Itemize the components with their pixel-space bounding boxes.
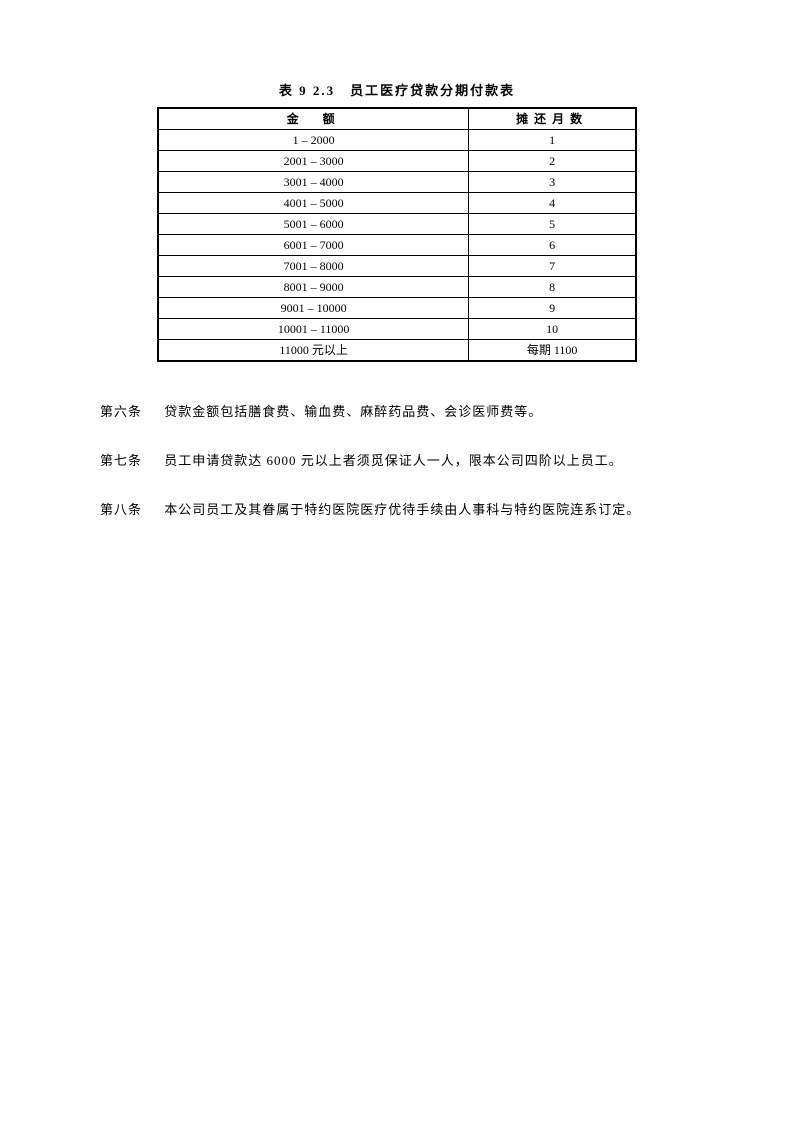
cell-amount: 7001 – 8000 bbox=[158, 256, 469, 277]
table-row: 2001 – 3000 2 bbox=[158, 151, 636, 172]
article-8: 第八条 本公司员工及其眷属于特约医院医疗优待手续由人事科与特约医院连系订定。 bbox=[100, 500, 694, 521]
table-row: 10001 – 11000 10 bbox=[158, 319, 636, 340]
article-text: 本公司员工及其眷属于特约医院医疗优待手续由人事科与特约医院连系订定。 bbox=[164, 502, 640, 517]
cell-months: 7 bbox=[469, 256, 636, 277]
article-label: 第七条 bbox=[100, 451, 142, 472]
table-row: 9001 – 10000 9 bbox=[158, 298, 636, 319]
table-caption: 表 9 2.3 员工医疗贷款分期付款表 bbox=[100, 80, 694, 99]
cell-amount: 6001 – 7000 bbox=[158, 235, 469, 256]
table-row: 5001 – 6000 5 bbox=[158, 214, 636, 235]
cell-amount: 4001 – 5000 bbox=[158, 193, 469, 214]
table-header-row: 金 额 摊还月数 bbox=[158, 108, 636, 130]
cell-amount: 1 – 2000 bbox=[158, 130, 469, 151]
cell-months: 9 bbox=[469, 298, 636, 319]
cell-months: 3 bbox=[469, 172, 636, 193]
cell-amount: 9001 – 10000 bbox=[158, 298, 469, 319]
table-header-months: 摊还月数 bbox=[469, 108, 636, 130]
table-row: 8001 – 9000 8 bbox=[158, 277, 636, 298]
table-row: 7001 – 8000 7 bbox=[158, 256, 636, 277]
cell-amount: 10001 – 11000 bbox=[158, 319, 469, 340]
article-7: 第七条 员工申请贷款达 6000 元以上者须觅保证人一人，限本公司四阶以上员工。 bbox=[100, 451, 694, 472]
cell-months: 10 bbox=[469, 319, 636, 340]
article-label: 第八条 bbox=[100, 500, 142, 521]
table-row: 1 – 2000 1 bbox=[158, 130, 636, 151]
table-row: 6001 – 7000 6 bbox=[158, 235, 636, 256]
article-text: 员工申请贷款达 6000 元以上者须觅保证人一人，限本公司四阶以上员工。 bbox=[164, 453, 623, 468]
cell-amount: 5001 – 6000 bbox=[158, 214, 469, 235]
cell-amount: 8001 – 9000 bbox=[158, 277, 469, 298]
cell-amount: 11000 元以上 bbox=[158, 340, 469, 362]
article-6: 第六条 贷款金额包括膳食费、输血费、麻醉药品费、会诊医师费等。 bbox=[100, 402, 694, 423]
cell-months: 1 bbox=[469, 130, 636, 151]
article-label: 第六条 bbox=[100, 402, 142, 423]
article-text: 贷款金额包括膳食费、输血费、麻醉药品费、会诊医师费等。 bbox=[164, 404, 542, 419]
loan-installment-table: 金 额 摊还月数 1 – 2000 1 2001 – 3000 2 3001 –… bbox=[157, 107, 637, 362]
cell-amount: 2001 – 3000 bbox=[158, 151, 469, 172]
table-header-amount: 金 额 bbox=[158, 108, 469, 130]
table-row: 11000 元以上 每期 1100 bbox=[158, 340, 636, 362]
cell-months: 每期 1100 bbox=[469, 340, 636, 362]
cell-months: 5 bbox=[469, 214, 636, 235]
cell-months: 6 bbox=[469, 235, 636, 256]
table-row: 4001 – 5000 4 bbox=[158, 193, 636, 214]
cell-months: 2 bbox=[469, 151, 636, 172]
table-row: 3001 – 4000 3 bbox=[158, 172, 636, 193]
cell-months: 4 bbox=[469, 193, 636, 214]
cell-amount: 3001 – 4000 bbox=[158, 172, 469, 193]
cell-months: 8 bbox=[469, 277, 636, 298]
